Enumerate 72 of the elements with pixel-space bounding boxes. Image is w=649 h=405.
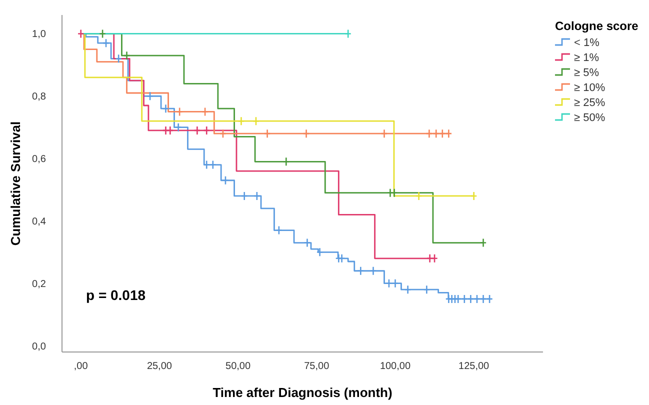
y-tick-label: 0,0: [32, 341, 46, 352]
x-tick-label: ,00: [74, 361, 88, 372]
x-tick-label: 50,00: [226, 361, 251, 372]
point: [338, 254, 346, 264]
point: [220, 128, 226, 138]
y-tick-label: 0,4: [32, 216, 46, 228]
point: [252, 116, 260, 126]
legend-label: ≥ 5%: [574, 67, 600, 79]
legend-label: ≥ 50%: [574, 112, 606, 124]
point: [392, 278, 399, 288]
point: [480, 294, 487, 304]
legend-title: Cologne score: [555, 19, 639, 33]
point: [445, 294, 452, 304]
point: [357, 266, 364, 276]
x-tick-label: 25,00: [146, 361, 172, 372]
point: [460, 294, 468, 304]
point: [390, 188, 398, 198]
y-tick-label: 0,8: [32, 92, 46, 103]
point: [474, 294, 480, 304]
point: [174, 122, 182, 132]
point: [386, 278, 392, 288]
point: [202, 107, 208, 116]
point: [304, 238, 311, 248]
point: [386, 188, 394, 198]
legend-label: < 1%: [574, 37, 600, 49]
legend-label: ≥ 1%: [574, 52, 600, 64]
point: [423, 284, 430, 294]
point: [467, 294, 474, 304]
point: [380, 128, 388, 138]
point: [162, 104, 170, 114]
point: [370, 266, 377, 276]
point: [209, 160, 216, 170]
point: [115, 54, 122, 64]
y-tick-label: 1,0: [32, 29, 46, 40]
point: [194, 126, 201, 136]
point: [253, 191, 260, 201]
point: [275, 226, 282, 235]
point: [240, 191, 248, 201]
point: [162, 126, 170, 136]
point: [452, 294, 458, 304]
y-tick-label: 0,2: [32, 278, 46, 290]
point: [335, 254, 342, 264]
point: [302, 128, 310, 138]
point: [176, 107, 184, 116]
point: [166, 126, 174, 136]
y-tick-label: 0,6: [32, 154, 46, 166]
annotation: p = 0.018: [86, 287, 146, 303]
point: [415, 191, 422, 201]
point: [426, 128, 433, 138]
point: [203, 160, 210, 170]
point: [264, 128, 271, 138]
x-tick-label: 125,00: [458, 361, 490, 372]
point: [102, 38, 110, 48]
point: [454, 294, 462, 304]
point: [222, 176, 229, 186]
point: [99, 29, 106, 38]
y-axis-title: Cumulative Survival: [8, 121, 23, 246]
x-tick-label: 100,00: [380, 361, 411, 372]
point: [146, 91, 154, 101]
point: [404, 284, 412, 294]
point: [238, 116, 245, 126]
legend-label: ≥ 25%: [574, 97, 606, 109]
x-axis-title: Time after Diagnosis (month): [212, 385, 392, 400]
point: [123, 50, 130, 60]
legend-label: ≥ 10%: [574, 82, 606, 94]
x-tick-label: 75,00: [304, 361, 330, 372]
point: [432, 128, 440, 138]
point: [316, 248, 324, 257]
point: [203, 126, 210, 136]
point: [282, 157, 290, 166]
point: [448, 294, 456, 304]
point: [438, 128, 446, 138]
